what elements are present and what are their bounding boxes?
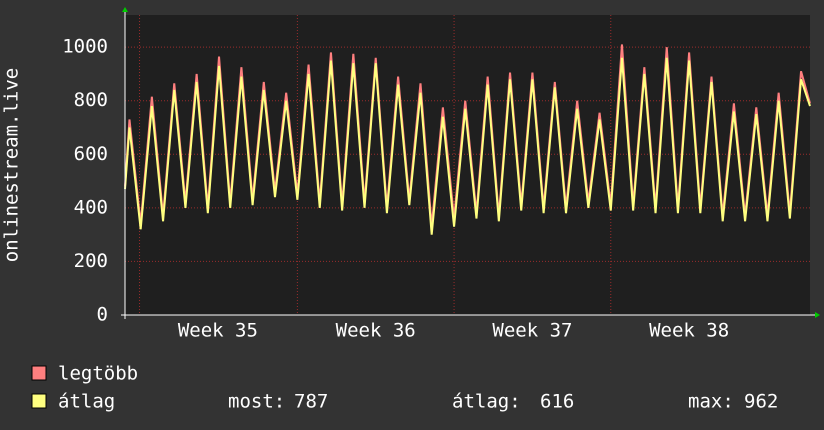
x-tick-label: Week 35 xyxy=(178,320,258,342)
x-axis-arrow xyxy=(815,312,820,318)
legend-swatch xyxy=(31,365,47,381)
y-tick-label: 1000 xyxy=(62,36,108,58)
y-tick-label: 0 xyxy=(97,304,108,326)
x-tick-label: Week 38 xyxy=(649,320,729,342)
series-line xyxy=(124,57,811,235)
legend-label: legtöbb xyxy=(58,363,138,385)
legend-label: átlag xyxy=(58,391,115,413)
stat-label: most: xyxy=(228,391,285,413)
y-tick-label: 600 xyxy=(74,143,108,165)
y-tick-label: 800 xyxy=(74,89,108,111)
stat-value: 962 xyxy=(744,391,778,413)
y-axis-label: onlinestream.live xyxy=(1,68,23,262)
stat-label: max: xyxy=(688,391,734,413)
stat-label: átlag: xyxy=(452,391,521,413)
stat-value: 616 xyxy=(540,391,574,413)
stat-value: 787 xyxy=(294,391,328,413)
y-axis-arrow xyxy=(122,7,128,12)
x-tick-label: Week 36 xyxy=(336,320,416,342)
x-tick-label: Week 37 xyxy=(492,320,572,342)
legend-swatch xyxy=(31,393,47,409)
y-tick-label: 400 xyxy=(74,196,108,218)
y-tick-label: 200 xyxy=(74,250,108,272)
